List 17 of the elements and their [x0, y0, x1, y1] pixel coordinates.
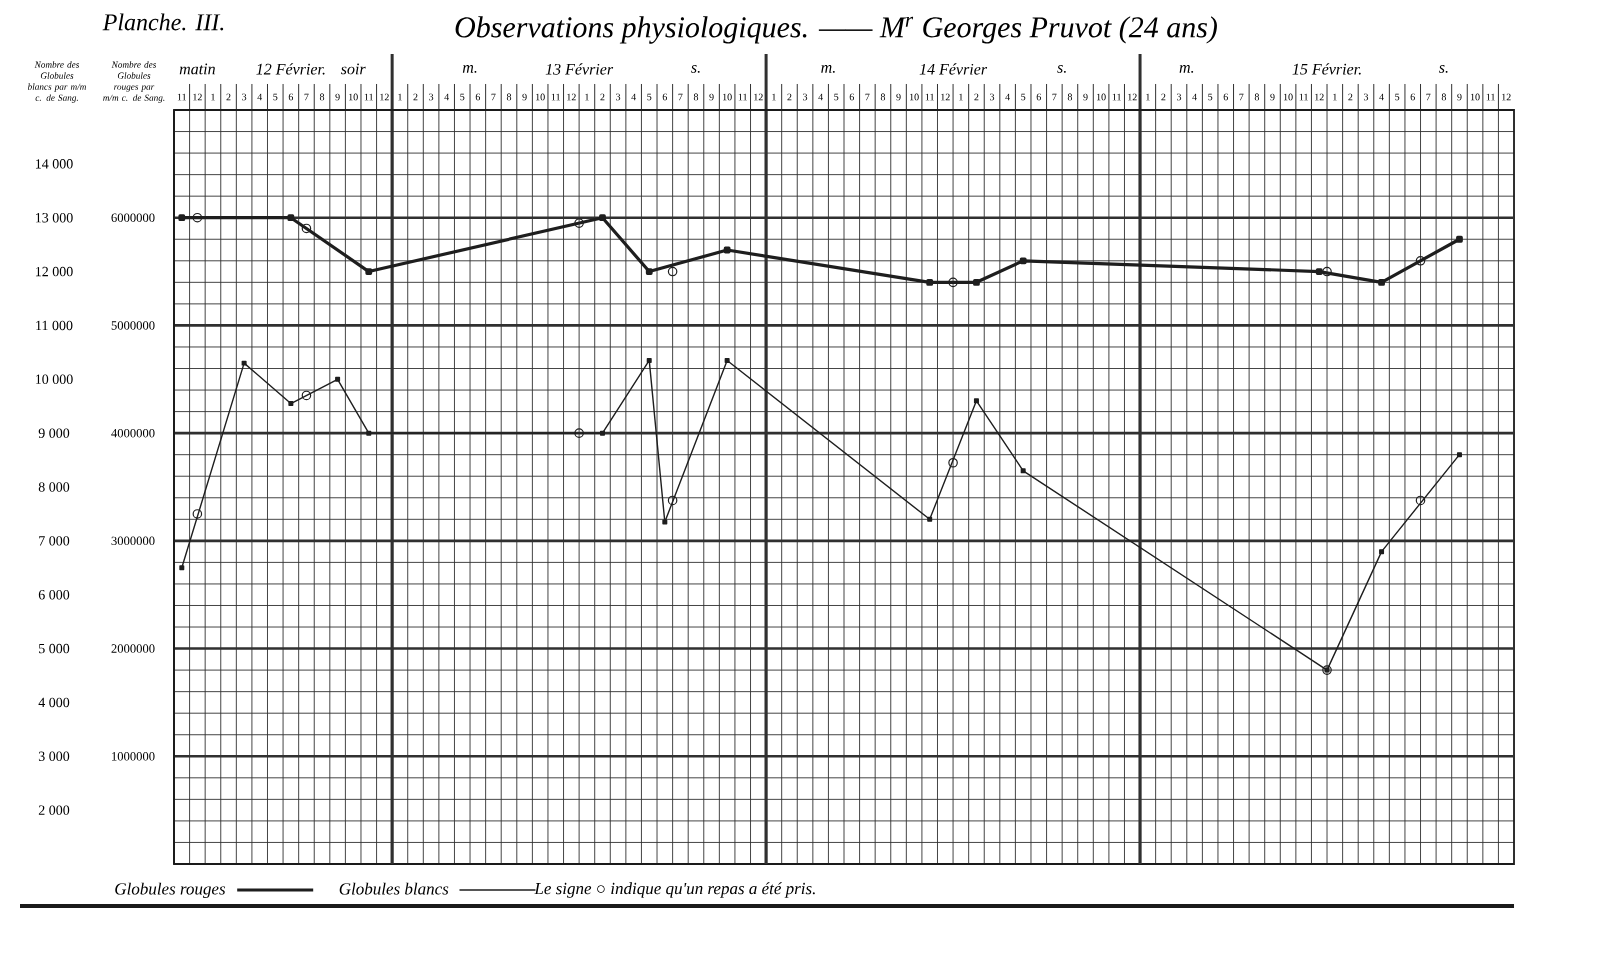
legend-label: Globules blancs	[339, 882, 449, 895]
text: Planche. III.	[102, 13, 224, 31]
x2-tick-label: s.	[1057, 65, 1066, 73]
x2-tick-label: matin	[179, 63, 215, 75]
x2-tick-label: 14 Février	[919, 63, 988, 75]
x2-tick-label: s.	[1438, 65, 1448, 73]
x2-tick-label: 13 Février	[545, 63, 614, 75]
chart-title: Observations physiologiques. —— M$^{r}$ Georges Pruvot (24 ans)	[455, 16, 1217, 44]
x2-tick-label: m.	[1179, 65, 1194, 73]
x2-tick-label: 12 Février.	[256, 63, 325, 75]
x2-tick-label: m.	[462, 65, 477, 73]
x2-tick-label: 15 Février.	[1292, 63, 1361, 75]
x2-tick-label: soir	[340, 63, 366, 75]
legend-label: Globules rouges	[115, 882, 226, 899]
x2-tick-label: s.	[691, 65, 700, 73]
x2-tick-label: m.	[821, 65, 835, 73]
text: Le signe ○ indique qu'un repas a été pris.	[534, 882, 815, 898]
